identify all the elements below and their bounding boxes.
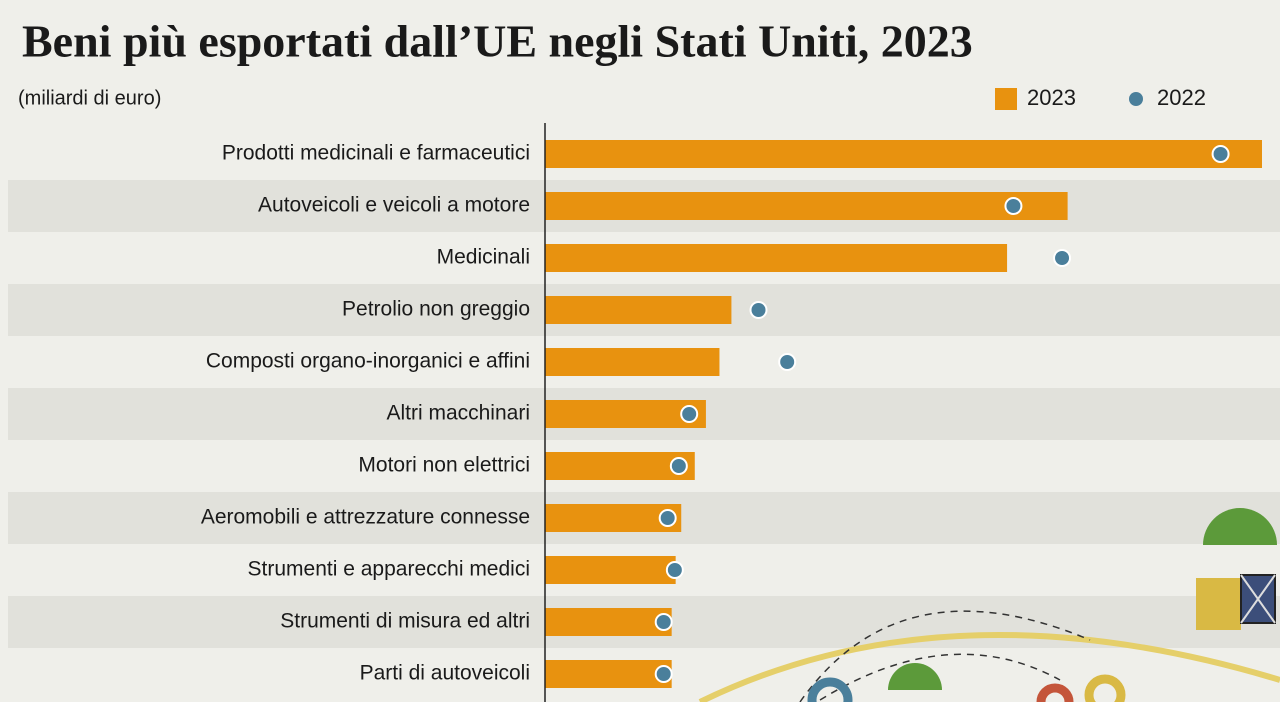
plot-area: Prodotti medicinali e farmaceutici Autove… xyxy=(201,123,1262,702)
decoration xyxy=(698,508,1280,702)
dot xyxy=(665,561,684,579)
legend-swatch xyxy=(1129,92,1143,106)
y-tick-label: Altri macchinari xyxy=(386,402,530,425)
dot xyxy=(654,665,673,683)
dot xyxy=(658,509,677,527)
y-tick-label: Strumenti di misura ed altri xyxy=(280,610,530,633)
bar xyxy=(545,140,1262,168)
bar xyxy=(545,660,672,688)
bar xyxy=(545,504,682,532)
dot xyxy=(1053,249,1072,267)
y-tick-label: Composti organo-inorganici e affini xyxy=(206,350,530,373)
bar xyxy=(545,400,706,428)
bar xyxy=(545,608,672,636)
legend-swatch xyxy=(995,88,1017,110)
legend: 2023 2022 xyxy=(995,85,1206,110)
y-tick-label: Strumenti e apparecchi medici xyxy=(248,558,530,581)
dot xyxy=(1004,197,1023,215)
dot xyxy=(654,613,673,631)
y-tick-label: Medicinali xyxy=(437,246,530,269)
bar xyxy=(545,452,695,480)
y-tick-label: Motori non elettrici xyxy=(358,454,530,477)
dot xyxy=(749,301,768,319)
chart-title: Beni più esportati dall’UE negli Stati U… xyxy=(22,16,973,67)
dot xyxy=(669,457,688,475)
y-tick-label: Prodotti medicinali e farmaceutici xyxy=(222,142,530,165)
dot xyxy=(680,405,699,423)
legend-label: 2023 xyxy=(1027,85,1076,110)
y-tick-label: Petrolio non greggio xyxy=(342,298,530,321)
bar xyxy=(545,244,1008,272)
bar xyxy=(545,296,732,324)
legend-label: 2022 xyxy=(1157,85,1206,110)
bar xyxy=(545,192,1068,220)
dot xyxy=(778,353,797,371)
dot xyxy=(1211,145,1230,163)
y-tick-label: Autoveicoli e veicoli a motore xyxy=(258,194,530,217)
y-tick-label: Parti di autoveicoli xyxy=(360,662,530,685)
chart-subtitle: (miliardi di euro) xyxy=(18,87,161,109)
bar xyxy=(545,348,720,376)
bar xyxy=(545,556,676,584)
y-tick-label: Aeromobili e attrezzature connesse xyxy=(201,506,530,529)
